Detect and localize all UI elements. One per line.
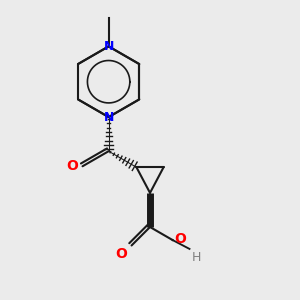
Text: H: H — [191, 251, 201, 264]
Text: O: O — [175, 232, 187, 246]
Text: N: N — [103, 40, 114, 53]
Text: N: N — [103, 111, 114, 124]
Text: O: O — [66, 159, 78, 173]
Text: O: O — [116, 248, 127, 262]
